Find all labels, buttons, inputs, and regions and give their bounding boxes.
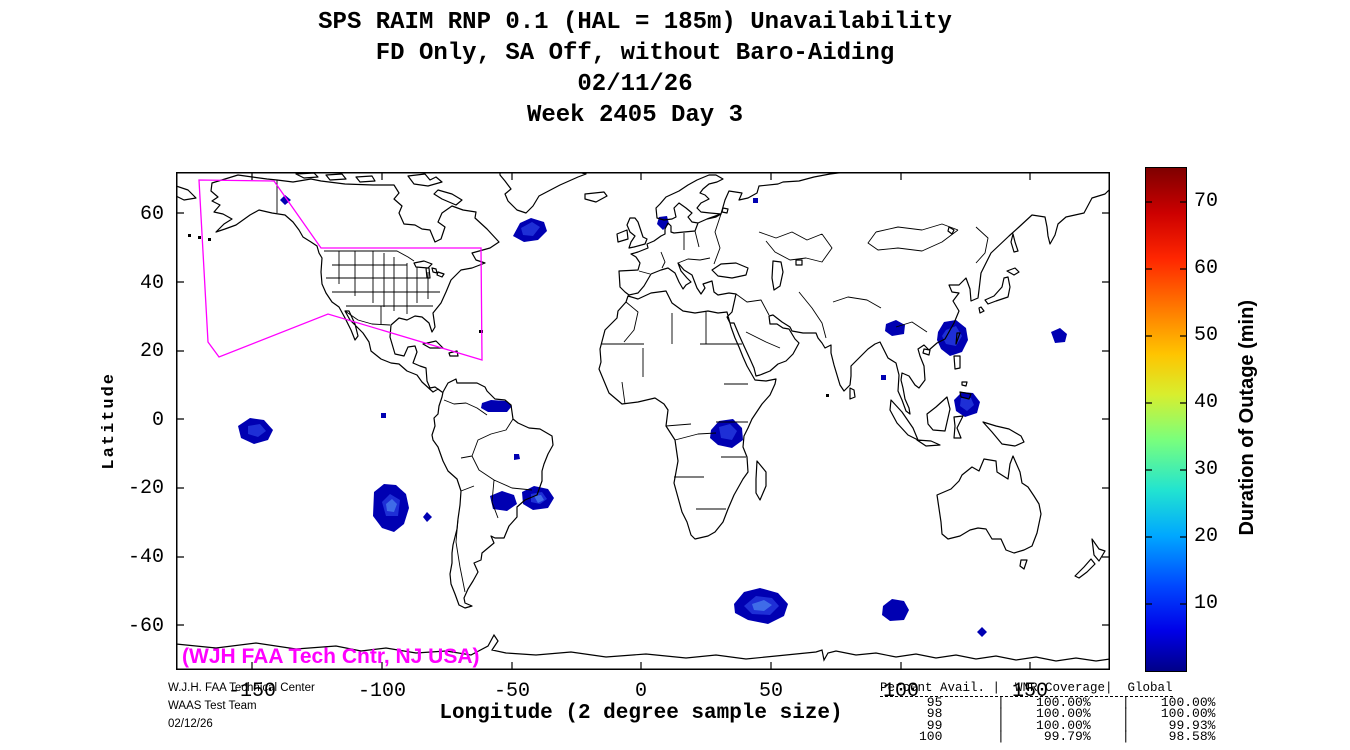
stats-table-row: 95 | 100.00% | 100.00%	[880, 695, 1216, 710]
organization-block: W.J.H. FAA Technical Center WAAS Test Te…	[168, 679, 315, 733]
small-islands-dots	[188, 234, 829, 397]
outage-regions-dark	[238, 195, 1067, 637]
waas-service-area-outline	[198, 179, 483, 361]
y-tick-20: 20	[139, 340, 164, 363]
antarctica-coastline	[176, 633, 1110, 662]
colorbar-tick-10: 10	[1194, 592, 1219, 615]
plot-frame	[176, 172, 1110, 670]
y-tick-40: 40	[139, 272, 164, 295]
colorbar-tick-40: 40	[1194, 391, 1219, 414]
title-line-1: SPS RAIM RNP 0.1 (HAL = 185m) Unavailabi…	[318, 9, 952, 36]
y-tick-n60: -60	[127, 615, 164, 638]
tech-center-credit: (WJH FAA Tech Cntr, NJ USA)	[182, 645, 480, 668]
colorbar-tick-30: 30	[1194, 458, 1219, 481]
colorbar-tick-marks	[1146, 201, 1186, 605]
x-tick-100: 100	[882, 680, 919, 703]
outage-regions-light	[386, 495, 772, 611]
org-line-1: W.J.H. FAA Technical Center	[168, 682, 315, 694]
coastlines	[176, 172, 1110, 609]
colorbar-tick-70: 70	[1194, 190, 1219, 213]
title-line-2: FD Only, SA Off, without Baro-Aiding	[375, 40, 895, 67]
colorbar-tick-50: 50	[1194, 324, 1219, 347]
colorbar-axis-label: Duration of Outage (min)	[1236, 300, 1258, 536]
stats-table-header: Percent Avail. | WNR Coverage| Global	[880, 681, 1173, 697]
x-axis-label: Longitude (2 degree sample size)	[439, 702, 843, 725]
x-tick-50: 50	[758, 680, 783, 703]
lakes-and-inland-seas	[413, 207, 955, 291]
colorbar-tick-20: 20	[1194, 525, 1219, 548]
stats-table-row: 100 | 99.79% | 98.58%	[880, 728, 1216, 744]
y-tick-n20: -20	[127, 477, 164, 500]
y-axis-label: Latitude	[100, 372, 119, 470]
x-tick-n100: -100	[357, 680, 406, 703]
world-map-plot	[176, 172, 1110, 670]
x-tick-0: 0	[634, 680, 647, 703]
country-state-borders	[276, 180, 989, 593]
availability-stats-table: Percent Avail. | WNR Coverage| Global 95…	[880, 681, 1216, 744]
stats-table-row: 98 | 100.00% | 100.00%	[880, 706, 1216, 722]
title-line-4-week-day: Week 2405 Day 3	[526, 102, 744, 129]
title-line-3-date: 02/11/26	[577, 71, 693, 98]
colorbar-ticks-path	[1146, 201, 1186, 605]
outage-regions-mid	[248, 222, 974, 615]
colorbar	[1145, 167, 1187, 672]
y-tick-60: 60	[139, 203, 164, 226]
x-tick-150: 150	[1011, 680, 1048, 703]
org-line-2: WAAS Test Team	[168, 700, 257, 712]
axis-tick-marks	[176, 172, 1110, 670]
plot-title: SPS RAIM RNP 0.1 (HAL = 185m) Unavailabi…	[135, 7, 1135, 131]
colorbar-tick-60: 60	[1194, 257, 1219, 280]
x-tick-n150: -150	[227, 680, 276, 703]
stats-table-row: 99 | 100.00% | 99.93%	[880, 717, 1216, 733]
org-line-3-run-date: 02/12/26	[168, 718, 213, 730]
x-tick-n50: -50	[493, 680, 530, 703]
y-tick-n40: -40	[127, 546, 164, 569]
y-tick-0: 0	[151, 409, 164, 432]
